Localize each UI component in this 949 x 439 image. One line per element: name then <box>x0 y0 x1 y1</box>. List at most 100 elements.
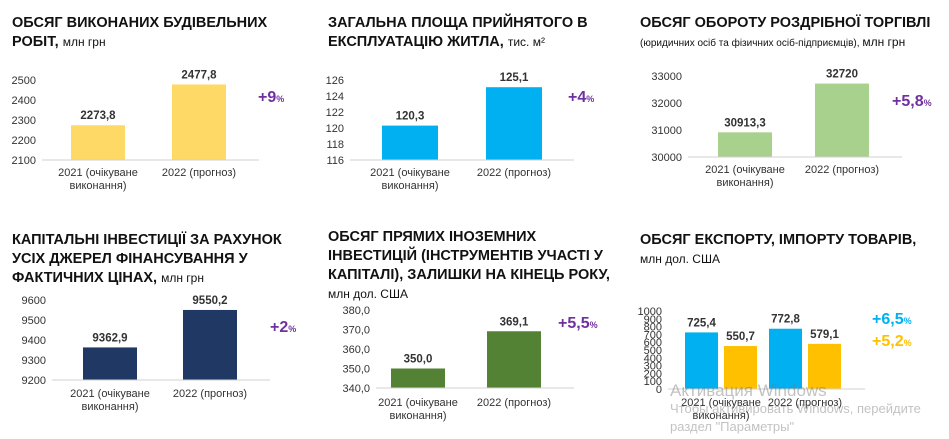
data-label: 32720 <box>826 69 858 81</box>
panel4-title-text: КАПІТАЛЬНІ ІНВЕСТИЦІЇ ЗА РАХУНОК УСІХ ДЖ… <box>12 232 282 286</box>
bar <box>487 331 541 388</box>
panel6-title-unit: млн дол. США <box>640 252 720 266</box>
growth-label: +2% <box>270 319 296 336</box>
y-tick-label: 9400 <box>22 335 46 347</box>
panel3-title-text: ОБСЯГ ОБОРОТУ РОЗДРІБНОЇ ТОРГІВЛІ <box>640 15 931 31</box>
data-label: 120,3 <box>396 111 425 123</box>
bar <box>815 83 869 157</box>
y-tick-label: 124 <box>326 91 344 103</box>
growth-value: +4 <box>568 89 586 106</box>
data-label: 125,1 <box>500 72 529 84</box>
chart-capital-investment: 9200 9300 9400 9500 9600 9362,9 9550,2 2021 (оч… <box>22 295 297 413</box>
panel5-title: ОБСЯГ ПРЯМИХ ІНОЗЕМНИХ ІНВЕСТИЦІЙ (ІНСТР… <box>328 228 618 304</box>
panel1-title-text: ОБСЯГ ВИКОНАНИХ БУДІВЕЛЬНИХ РОБІТ, <box>12 15 268 50</box>
y-tick-label: 1000 <box>638 306 662 318</box>
growth-pct: % <box>276 94 284 104</box>
bar <box>769 328 802 389</box>
data-label: 2273,8 <box>80 110 116 122</box>
y-tick-label: 122 <box>326 107 344 119</box>
y-tick-label: 300 <box>644 361 662 373</box>
data-label: 9362,9 <box>92 332 127 344</box>
growth-pct: % <box>904 316 912 326</box>
data-label: 9550,2 <box>192 295 227 307</box>
growth-value: +5,2 <box>872 333 904 350</box>
y-tick-label: 360,0 <box>342 344 370 356</box>
category-label: виконання) <box>69 180 126 192</box>
panel4-title-unit: млн грн <box>161 271 204 285</box>
y-tick-label: 340,0 <box>342 383 370 395</box>
category-label: 2022 (прогноз) <box>805 164 879 176</box>
category-label: 2021 (очікуване <box>58 167 138 179</box>
y-tick-label: 350,0 <box>342 364 370 376</box>
y-tick-label: 120 <box>326 123 344 135</box>
growth-value: +5,5 <box>558 315 590 332</box>
y-tick-label: 2200 <box>12 135 36 147</box>
y-tick-label: 380,0 <box>342 305 370 317</box>
bar <box>391 368 445 388</box>
growth-label: +9% <box>258 89 284 106</box>
category-label: 2021 (очікуване <box>378 397 458 409</box>
watermark-line2: Чтобы активировать Windows, перейдите <box>670 401 921 416</box>
y-tick-label: 116 <box>326 155 344 167</box>
bar <box>183 309 237 380</box>
chart-housing-area: 116 118 120 122 124 126 120,3 125,1 2021 (очікув… <box>326 72 595 192</box>
y-tick-label: 2300 <box>12 115 36 127</box>
y-tick-label: 100 <box>644 376 662 388</box>
data-label: 369,1 <box>500 316 529 328</box>
category-label: виконання) <box>81 401 138 413</box>
y-tick-label: 800 <box>644 322 662 334</box>
chart-retail-turnover: 30000 31000 32000 33000 30913,3 32720 2021 (оч… <box>651 69 932 189</box>
growth-pct: % <box>590 320 598 330</box>
y-tick-label: 32000 <box>651 98 682 110</box>
y-tick-label: 2400 <box>12 95 36 107</box>
bar <box>718 132 772 157</box>
watermark-line1: Активация Windows <box>670 381 827 400</box>
growth-label: +5,5% <box>558 315 598 332</box>
y-tick-label: 0 <box>656 384 662 396</box>
bar <box>71 125 125 160</box>
bar <box>382 125 438 160</box>
y-tick-label: 500 <box>644 345 662 357</box>
panel5-title-text: ОБСЯГ ПРЯМИХ ІНОЗЕМНИХ ІНВЕСТИЦІЙ (ІНСТР… <box>328 229 610 283</box>
growth-label: +5,8% <box>892 93 932 110</box>
category-label: виконання) <box>381 180 438 192</box>
category-label: виконання) <box>692 410 749 422</box>
category-label: 2021 (очікуване <box>370 167 450 179</box>
windows-activation-watermark: Активация Windows Чтобы активировать Win… <box>670 382 921 436</box>
chart-construction-works: 2100 2200 2300 2400 2500 2273,8 2477,8 2021 (оч… <box>12 69 285 192</box>
category-label: 2021 (очікуване <box>70 388 150 400</box>
y-tick-label: 2500 <box>12 75 36 87</box>
panel3-title-unit: млн грн <box>862 35 906 49</box>
category-label: виконання) <box>716 177 773 189</box>
y-tick-label: 700 <box>644 329 662 341</box>
bar <box>808 343 841 389</box>
growth-value: +2 <box>270 319 288 336</box>
category-label: 2022 (прогноз) <box>768 397 842 409</box>
growth-pct: % <box>924 98 932 108</box>
data-label: 30913,3 <box>724 117 766 129</box>
growth-value: +9 <box>258 89 276 106</box>
bar <box>685 332 718 389</box>
data-label: 725,4 <box>687 317 716 329</box>
panel2-title-text: ЗАГАЛЬНА ПЛОЩА ПРИЙНЯТОГО В ЕКСПЛУАТАЦІЮ… <box>328 15 588 50</box>
y-tick-label: 30000 <box>651 152 682 164</box>
panel2-title-unit: тис. м² <box>507 35 545 49</box>
category-label: 2021 (очікуване <box>681 397 761 409</box>
category-label: виконання) <box>389 410 446 422</box>
y-tick-label: 600 <box>644 337 662 349</box>
panel6-title-text: ОБСЯГ ЕКСПОРТУ, ІМПОРТУ ТОВАРІВ, <box>640 232 917 248</box>
data-label: 550,7 <box>726 331 755 343</box>
y-tick-label: 9200 <box>22 375 46 387</box>
data-label: 350,0 <box>404 354 433 366</box>
data-label: 772,8 <box>771 314 800 326</box>
panel3-title: ОБСЯГ ОБОРОТУ РОЗДРІБНОЇ ТОРГІВЛІ (юриди… <box>640 14 940 53</box>
panel6-title: ОБСЯГ ЕКСПОРТУ, ІМПОРТУ ТОВАРІВ, млн дол… <box>640 231 920 269</box>
y-tick-label: 9300 <box>22 355 46 367</box>
category-label: 2022 (прогноз) <box>477 397 551 409</box>
category-label: 2022 (прогноз) <box>477 167 551 179</box>
growth-value: +6,5 <box>872 311 904 328</box>
y-tick-label: 400 <box>644 353 662 365</box>
y-tick-label: 9500 <box>22 315 46 327</box>
category-label: 2022 (прогноз) <box>173 388 247 400</box>
